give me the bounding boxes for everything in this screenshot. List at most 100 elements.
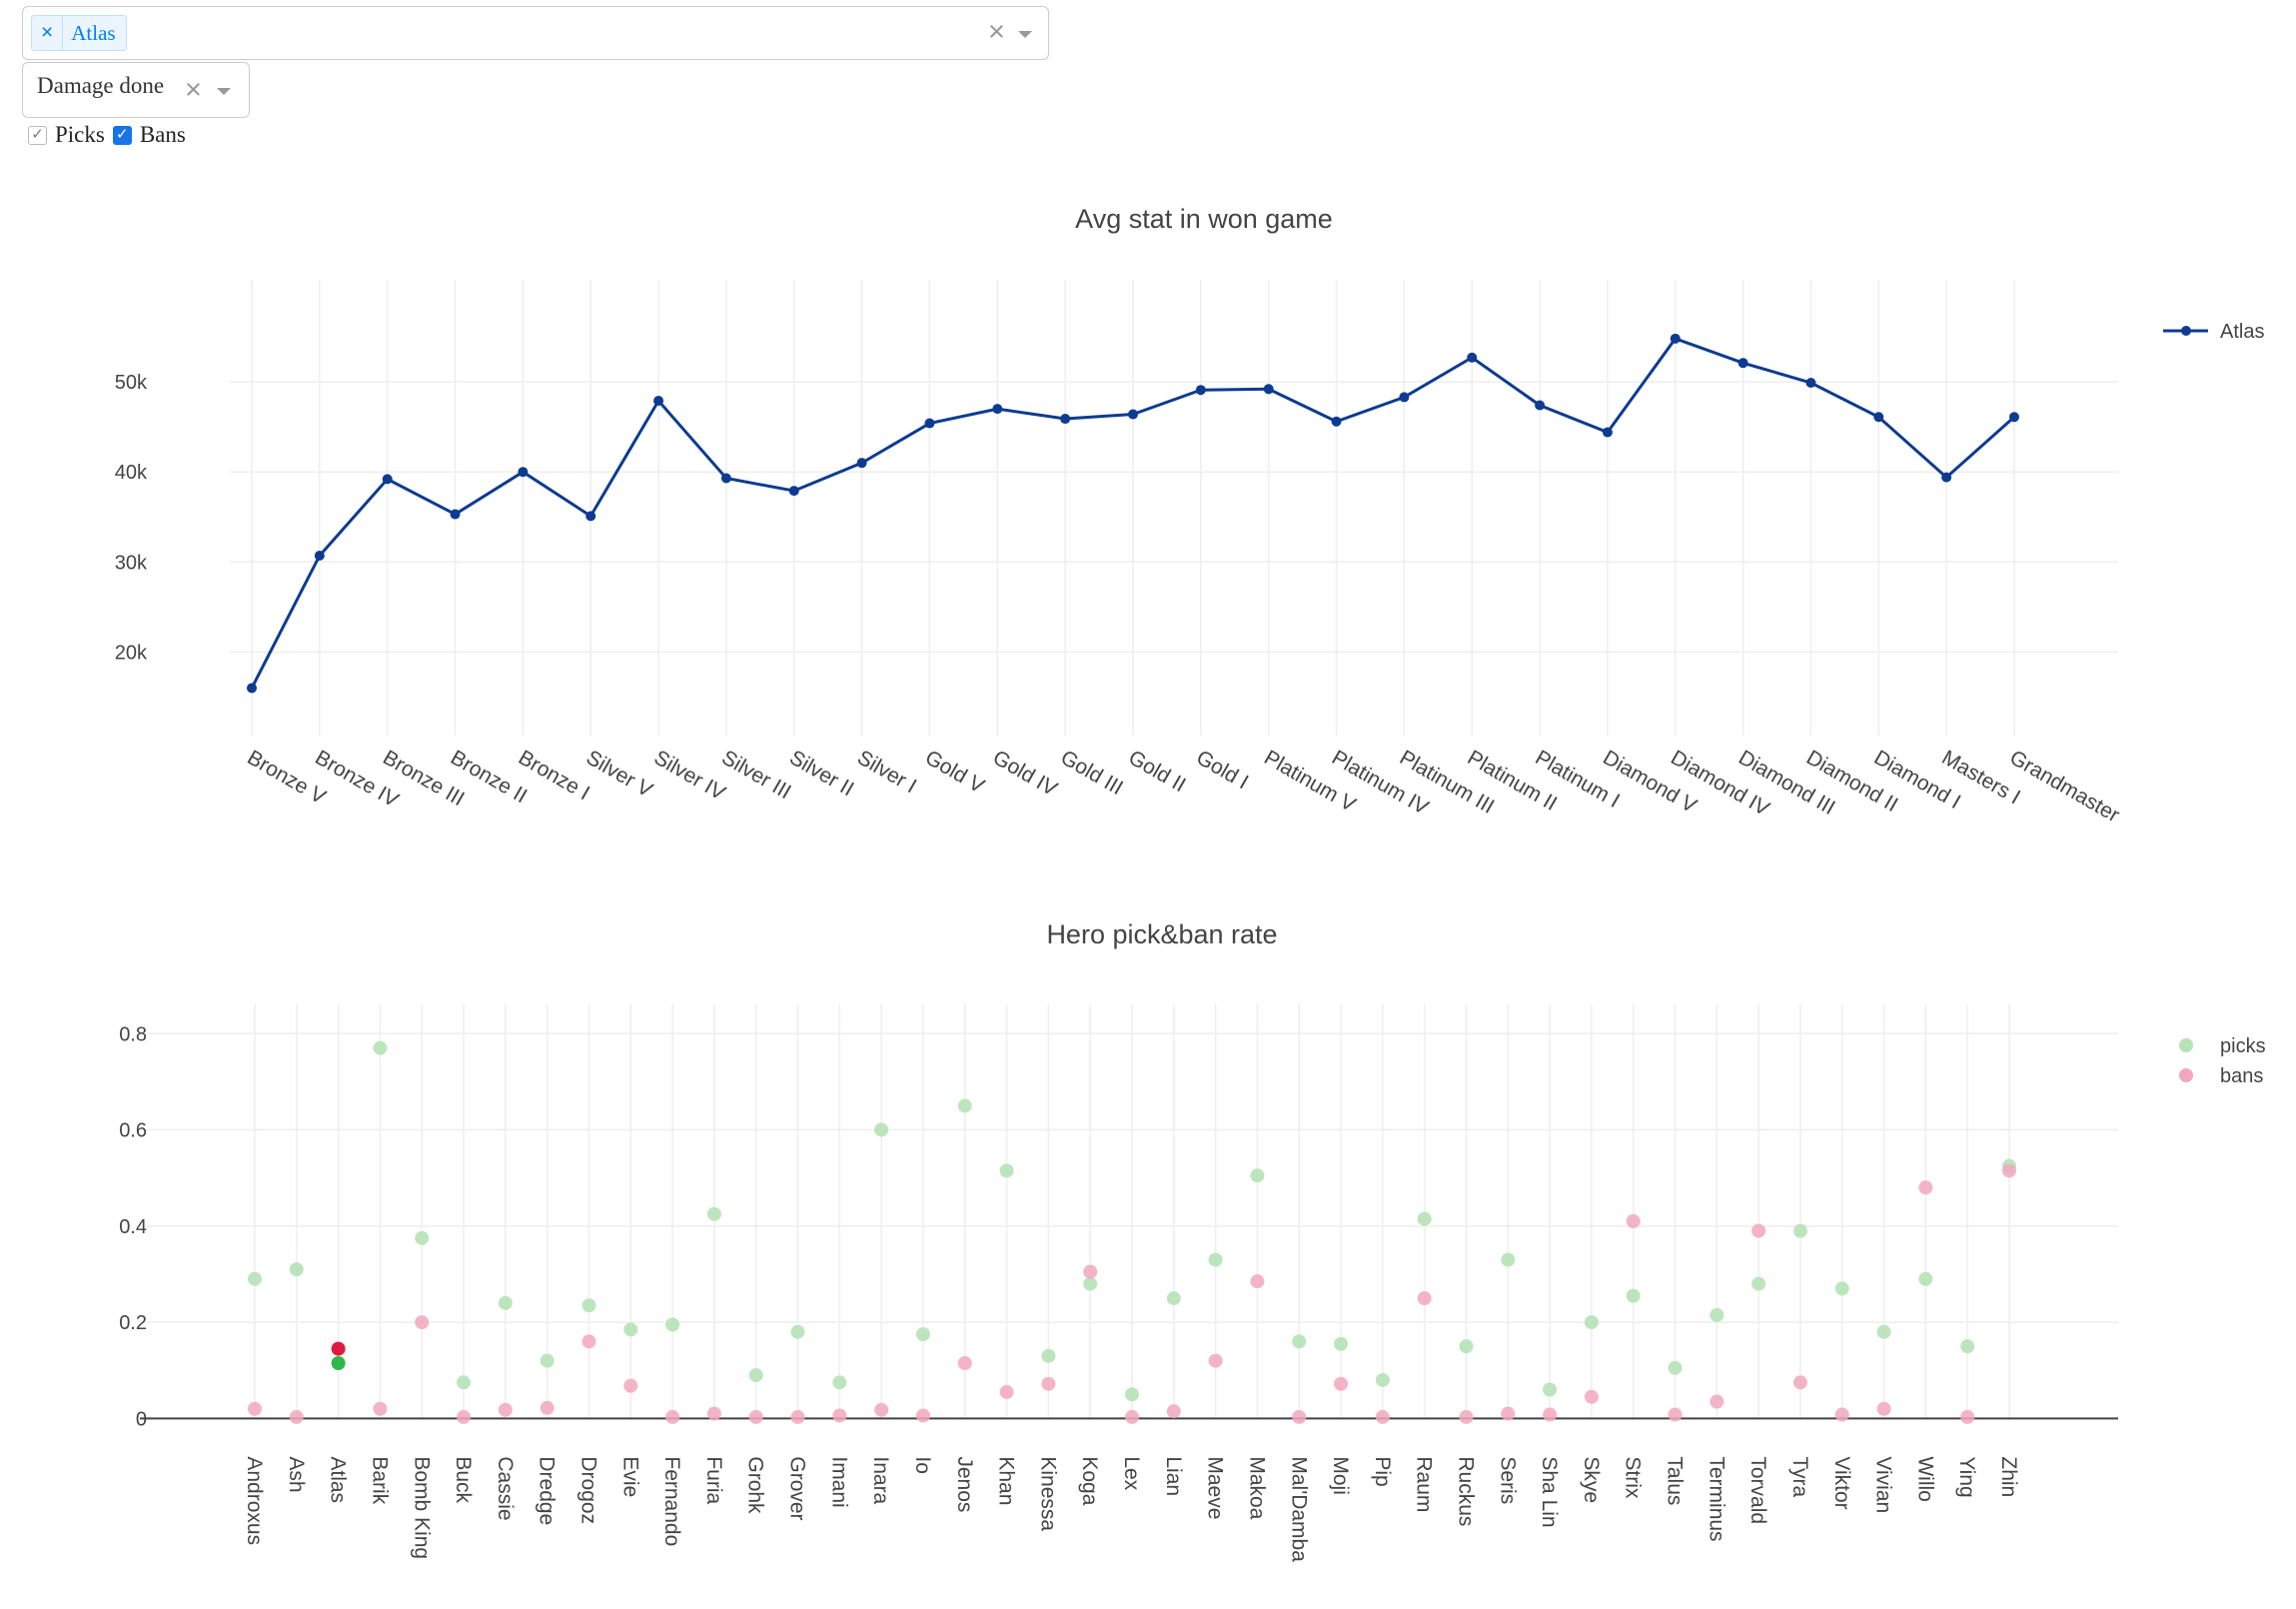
x-tick-label: Kinessa (1036, 1456, 1059, 1531)
data-point (924, 418, 935, 429)
data-point (450, 509, 461, 520)
remove-tag-icon[interactable]: × (32, 16, 64, 50)
clear-icon[interactable]: × (988, 16, 1005, 48)
bans-checkbox-label: Bans (139, 122, 186, 147)
x-tick-label: Khan (995, 1456, 1018, 1505)
chevron-down-icon[interactable] (1018, 31, 1032, 38)
bans-point (1375, 1409, 1390, 1424)
legend-label-bans: bans (2220, 1065, 2263, 1087)
x-tick-label: Silver IV (650, 746, 729, 804)
picks-point (1960, 1339, 1975, 1354)
picks-point (1417, 1211, 1432, 1226)
picks-point (1918, 1271, 1933, 1286)
bans-point (581, 1334, 596, 1349)
data-point (653, 396, 664, 407)
bans-point (957, 1356, 972, 1371)
hero-tag-label: Atlas (71, 20, 116, 45)
data-point (1535, 400, 1546, 411)
data-point (314, 551, 325, 561)
x-tick-label: Sha Lin (1538, 1456, 1561, 1527)
picks-point (1334, 1336, 1349, 1351)
bans-point (2002, 1163, 2016, 1178)
x-tick-label: Silver II (785, 746, 857, 801)
picks-point (373, 1040, 388, 1055)
picks-point (1710, 1307, 1724, 1322)
bans-point (1792, 1375, 1807, 1390)
x-tick-label: Ying (1955, 1456, 1978, 1497)
data-point (1060, 414, 1071, 425)
data-point (585, 511, 596, 522)
x-tick-label: Bomb King (410, 1456, 433, 1559)
chart-title: Avg stat in won game (1075, 204, 1333, 234)
x-tick-label: Evie (618, 1456, 641, 1497)
x-tick-label: Inara (869, 1456, 892, 1504)
stat-select[interactable]: Damage done × (22, 62, 250, 118)
picks-point (1166, 1291, 1181, 1306)
bans-point (540, 1400, 555, 1415)
x-tick-label: Makoa (1245, 1456, 1268, 1519)
x-tick-label: Lian (1162, 1456, 1185, 1496)
data-point (1128, 409, 1138, 420)
chevron-down-icon[interactable] (217, 88, 231, 95)
picks-point (1250, 1168, 1265, 1183)
bans-checkbox[interactable]: ✓ (112, 125, 132, 145)
hero-multi-select[interactable]: × Atlas × (22, 6, 1049, 60)
data-point (1263, 384, 1274, 395)
picks-point (790, 1324, 805, 1339)
x-tick-label: Vivian (1872, 1456, 1895, 1513)
x-tick-label: Grover (786, 1456, 809, 1520)
x-tick-label: Mal'Damba (1287, 1456, 1310, 1562)
bans-point (1668, 1407, 1683, 1422)
picks-point (1125, 1387, 1139, 1402)
bans-point (1334, 1376, 1349, 1391)
x-tick-label: Maeve (1204, 1456, 1227, 1519)
picks-point (1626, 1288, 1641, 1303)
bans-point (1041, 1376, 1056, 1391)
x-tick-label: Seris (1496, 1456, 1519, 1504)
bans-point (1250, 1274, 1265, 1289)
legend-marker-picks (2179, 1038, 2193, 1052)
clear-icon[interactable]: × (185, 74, 202, 106)
y-tick-label: 0.8 (119, 1023, 147, 1045)
data-point (1873, 412, 1884, 423)
picks-point (415, 1230, 430, 1245)
y-tick-label: 30k (115, 552, 148, 574)
picks-point (1083, 1276, 1098, 1291)
picks-point (999, 1163, 1014, 1178)
bans-point (1710, 1394, 1724, 1409)
x-tick-label: Viktor (1830, 1456, 1853, 1509)
picks-point (331, 1356, 346, 1371)
bans-point (665, 1409, 680, 1424)
picks-point (289, 1262, 304, 1277)
data-point (788, 486, 799, 497)
picks-point (623, 1322, 638, 1337)
data-point (1331, 416, 1342, 427)
chart-title: Hero pick&ban rate (1046, 919, 1277, 949)
picks-point (1751, 1276, 1766, 1291)
x-tick-label: Gold III (1057, 746, 1127, 800)
data-point (518, 467, 529, 478)
x-tick-label: Pip (1371, 1456, 1394, 1486)
picks-point (915, 1327, 930, 1342)
picks-point (1668, 1360, 1683, 1375)
x-tick-label: Skye (1580, 1456, 1603, 1503)
bans-point (623, 1378, 638, 1393)
x-tick-label: Io (911, 1456, 934, 1474)
bans-point (1918, 1180, 1933, 1195)
picks-checkbox[interactable]: ✓ (28, 125, 47, 145)
bans-point (1834, 1407, 1849, 1422)
y-tick-label: 40k (115, 462, 148, 484)
picks-point (1292, 1334, 1307, 1349)
x-tick-label: Raum (1413, 1456, 1436, 1512)
picks-point (581, 1298, 596, 1313)
x-tick-label: Terminus (1705, 1456, 1727, 1541)
data-point (856, 458, 867, 469)
picks-point (874, 1122, 889, 1137)
bans-point (248, 1401, 262, 1416)
data-point (720, 473, 731, 484)
bans-point (457, 1409, 472, 1424)
x-tick-label: Atlas (327, 1456, 350, 1503)
picks-point (665, 1317, 680, 1332)
picks-point (1543, 1382, 1558, 1397)
